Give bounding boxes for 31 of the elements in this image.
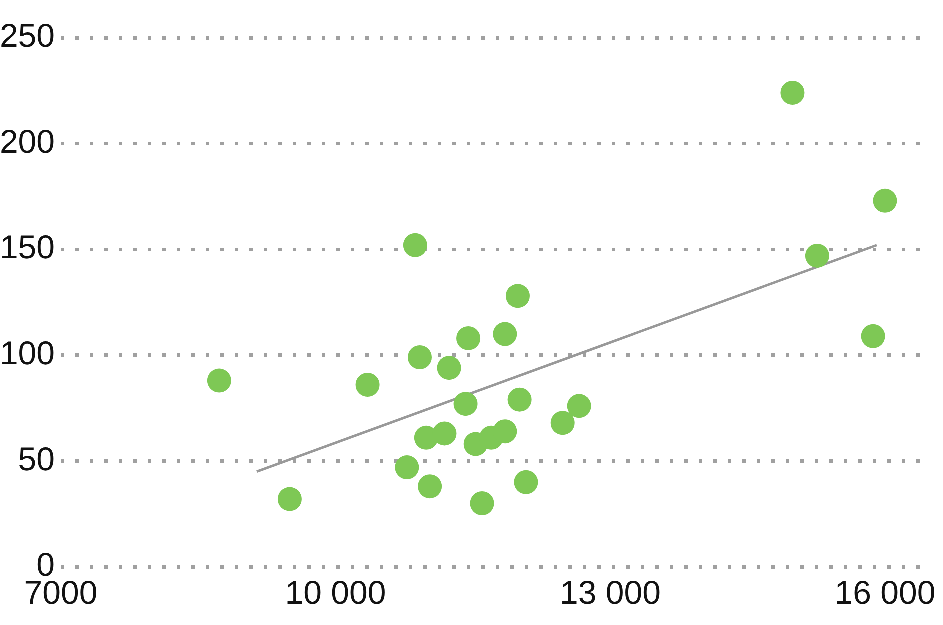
point [395,456,420,480]
point [805,244,830,268]
point [506,284,530,308]
y-tick-label: 200 [0,122,55,160]
point [418,474,442,499]
point [493,420,518,444]
point [207,368,232,393]
point [437,356,462,380]
point [873,188,898,213]
point [567,394,592,418]
y-tick-label: 50 [18,440,55,478]
point [403,233,428,258]
point [278,487,302,512]
point [514,470,538,494]
y-tick-label: 250 [0,17,55,54]
point [408,346,432,370]
point [456,326,481,350]
y-tick-label: 150 [0,228,55,266]
x-tick-label: 16 000 [834,574,936,611]
point [454,392,478,416]
x-tick-label: 13 000 [560,574,661,611]
point [861,324,886,348]
point [432,422,457,446]
x-tick-label: 10 000 [285,574,386,611]
point [356,373,380,398]
y-tick-label: 100 [0,334,55,372]
point [780,81,805,106]
point [470,492,494,516]
point [550,411,575,436]
point [493,322,518,346]
point [508,388,532,412]
